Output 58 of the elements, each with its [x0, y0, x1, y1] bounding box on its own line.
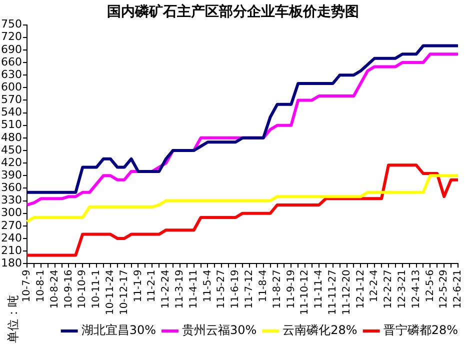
legend-label: 晋宁磷都28% — [383, 323, 458, 338]
x-tick-label: 11-12-20 — [341, 270, 352, 315]
x-tick-label: 11-8-27 — [272, 270, 283, 309]
y-tick-label: 660 — [0, 55, 22, 68]
y-tick-label: 690 — [0, 42, 22, 56]
x-tick-label: 12-5-6 — [424, 270, 436, 302]
x-tick-label: 10-11-1 — [91, 270, 102, 309]
x-tick-label: 12-2-4 — [369, 270, 380, 302]
y-tick-label: 300 — [0, 206, 22, 220]
y-axis-title: 单位：吨 — [6, 295, 20, 343]
x-tick-label: 11-4-11 — [188, 270, 200, 309]
chart-title: 国内磷矿石主产区部分企业车板价走势图 — [107, 3, 359, 20]
x-tick-label: 10-8-1 — [35, 270, 46, 302]
x-tick-label: 10-7-9 — [22, 270, 33, 302]
legend-label: 贵州云福30% — [182, 323, 257, 338]
y-tick-label: 600 — [0, 80, 22, 94]
x-tick-label: 10-11-24 — [105, 270, 116, 315]
y-tick-label: 630 — [0, 68, 22, 81]
y-tick-label: 180 — [0, 256, 22, 270]
y-tick-label: 510 — [0, 118, 22, 132]
y-tick-label: 570 — [0, 93, 22, 106]
x-tick-label: 11-6-19 — [230, 270, 242, 309]
x-tick-label: 12-6-21 — [452, 270, 464, 309]
y-tick-label: 720 — [0, 30, 22, 44]
x-tick-label: 11-5-4 — [202, 270, 214, 302]
y-tick-label: 270 — [0, 218, 22, 232]
y-tick-label: 480 — [0, 130, 22, 144]
legend-label: 湖北宜昌30% — [81, 323, 156, 338]
x-tick-label: 11-1-9 — [132, 270, 144, 302]
x-tick-label: 11-9-19 — [286, 270, 297, 309]
y-tick-label: 360 — [0, 181, 22, 194]
x-tick-label: 10-9-16 — [63, 270, 74, 309]
x-tick-label: 10-12-17 — [118, 270, 130, 315]
y-tick-label: 540 — [0, 106, 22, 119]
x-tick-label: 12-3-21 — [396, 270, 408, 309]
x-tick-label: 11-7-12 — [244, 270, 256, 309]
x-tick-label: 12-4-13 — [410, 270, 422, 309]
x-tick-label: 11-2-1 — [146, 270, 158, 302]
x-tick-label: 11-10-12 — [300, 270, 311, 315]
legend-label: 云南磷化28% — [282, 323, 358, 338]
y-tick-label: 210 — [0, 244, 22, 257]
x-tick-label: 11-11-27 — [327, 270, 338, 315]
y-tick-label: 750 — [0, 18, 22, 31]
y-tick-label: 240 — [0, 231, 22, 244]
x-tick-label: 11-2-24 — [160, 270, 172, 309]
x-tick-label: 11-3-19 — [174, 270, 186, 309]
x-tick-label: 11-11-4 — [314, 270, 325, 309]
x-tick-label: 11-8-4 — [258, 270, 269, 302]
x-tick-label: 12-5-29 — [438, 270, 450, 309]
x-tick-label: 10-8-24 — [49, 270, 60, 309]
x-tick-label: 11-5-27 — [216, 270, 228, 309]
x-tick-label: 10-10-9 — [77, 270, 88, 309]
y-tick-label: 450 — [0, 143, 22, 156]
x-tick-label: 12-1-12 — [355, 270, 366, 309]
y-tick-label: 330 — [0, 194, 22, 207]
x-tick-label: 12-2-27 — [383, 270, 394, 309]
y-tick-label: 420 — [0, 156, 22, 169]
y-tick-label: 390 — [0, 168, 22, 182]
